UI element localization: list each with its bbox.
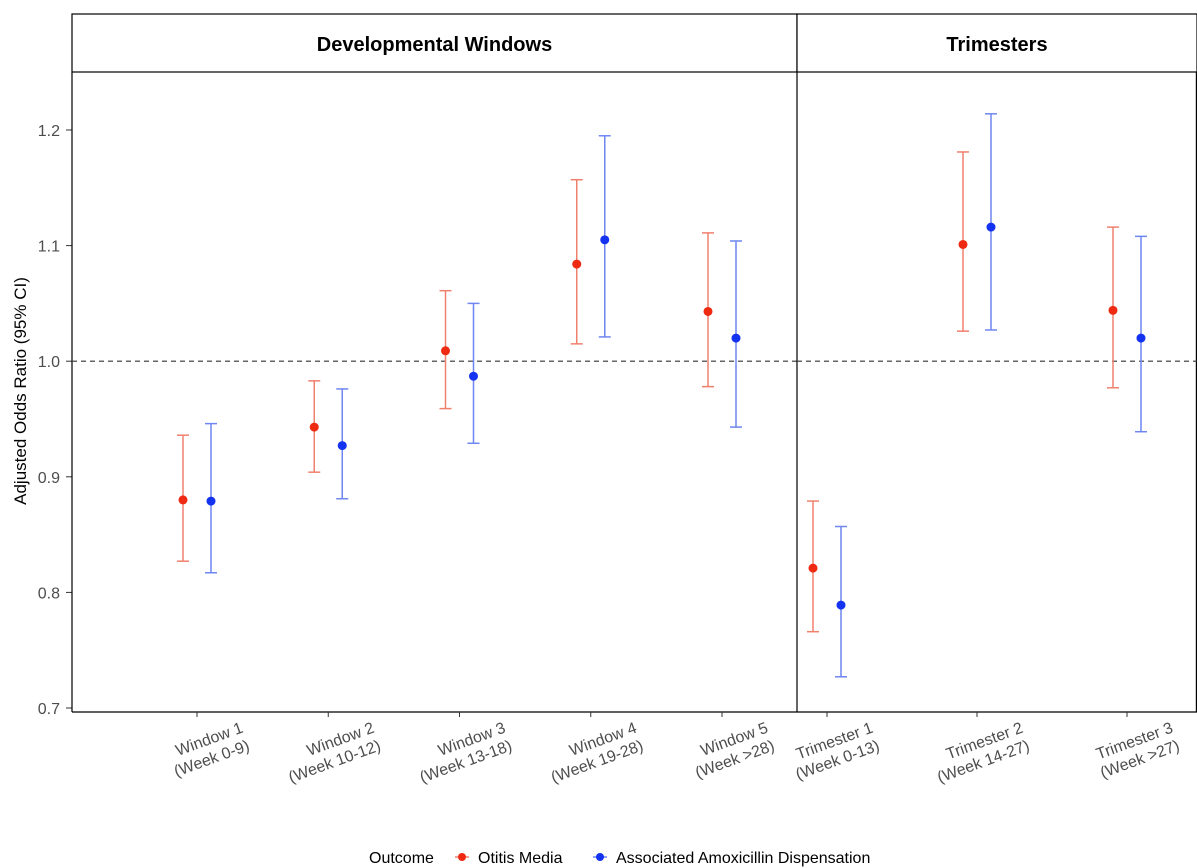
y-tick-label: 0.8 [38, 585, 60, 602]
facet-title: Trimesters [946, 34, 1047, 56]
estimate-point [731, 333, 741, 343]
y-tick-label: 1.2 [38, 123, 60, 140]
facet-strip [71, 13, 798, 73]
estimate-point [958, 239, 968, 249]
legend-key-point [458, 853, 466, 861]
estimate-point [309, 422, 319, 432]
estimate-point [206, 496, 216, 506]
x-tick-label: Window 4(Week 19-28) [542, 720, 645, 787]
x-tick-label: Window 2(Week 10-12) [280, 720, 383, 787]
y-tick-label: 1.1 [38, 239, 60, 256]
legend-entry-label: Otitis Media [478, 850, 563, 867]
x-tick-label: Trimester 2(Week 14-27) [929, 720, 1032, 787]
estimate-point [337, 441, 347, 451]
plot-area: 0.7 0.8 0.9 1.0 1.1 1.2 Developmental Windows W… [38, 13, 1197, 787]
estimate-point [441, 346, 450, 356]
estimate-point [1108, 305, 1118, 315]
x-tick-label: Trimester 3(Week >27) [1092, 720, 1182, 782]
estimate-point [1136, 333, 1146, 343]
estimate-point [178, 495, 188, 505]
estimate-point [572, 259, 582, 269]
facet-strip [796, 13, 1197, 73]
estimate-point [469, 371, 478, 381]
y-tick-label: 0.7 [38, 701, 60, 718]
legend-key-point [596, 853, 604, 861]
x-tick-label: Trimester 1(Week 0-13) [787, 720, 882, 784]
estimate-point [836, 600, 846, 610]
y-tick-label: 1.0 [38, 354, 60, 371]
legend: Outcome Otitis Media Associated Amoxicilli… [369, 850, 870, 867]
estimate-point [986, 222, 996, 232]
legend-entry-label: Associated Amoxicillin Dispensation [616, 850, 870, 867]
estimate-point [703, 306, 713, 316]
legend-title: Outcome [369, 850, 434, 867]
estimate-point [600, 235, 610, 245]
y-tick-label: 0.9 [38, 470, 60, 487]
x-tick-label: Window 3(Week 13-18) [411, 720, 514, 787]
x-tick-label: Window 5(Week >28) [687, 720, 777, 782]
x-tick-label: Window 1(Week 0-9) [165, 720, 251, 781]
y-axis-title: Adjusted Odds Ratio (95% CI) [11, 277, 30, 505]
estimate-point [808, 563, 818, 573]
facet-title: Developmental Windows [317, 34, 552, 56]
